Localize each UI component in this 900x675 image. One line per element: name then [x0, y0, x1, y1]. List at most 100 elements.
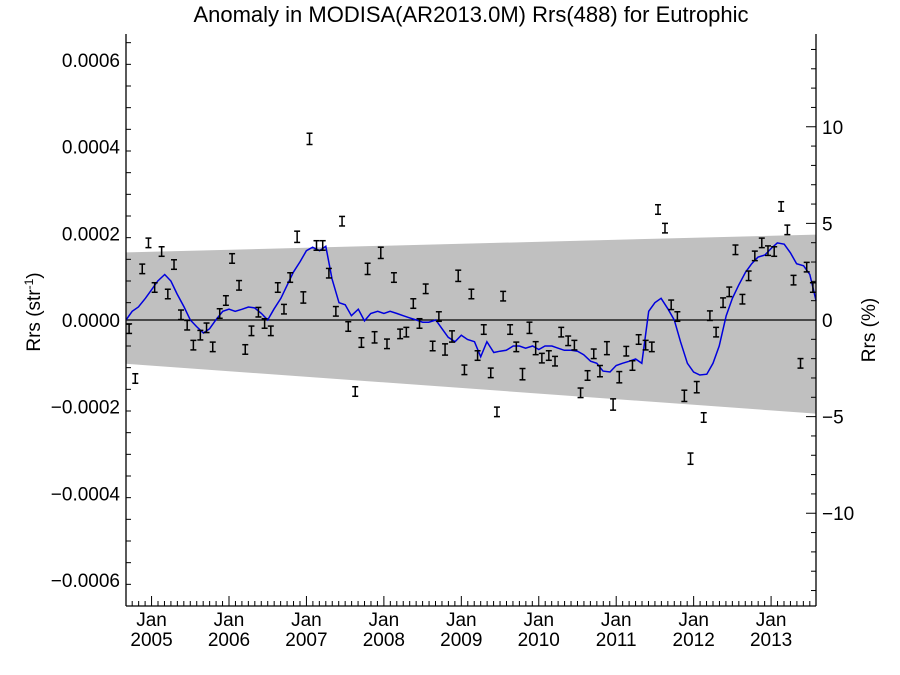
errorbar-point [158, 246, 165, 258]
errorbar-point [771, 246, 778, 258]
errorbar-point [655, 203, 662, 216]
errorbar-point [507, 324, 514, 336]
errorbar-point [616, 370, 623, 384]
errorbar-point [603, 340, 610, 356]
x-tick-label-year: 2006 [208, 630, 250, 651]
errorbar-point [661, 222, 668, 234]
x-tick-label-year: 2013 [750, 630, 792, 651]
errorbar-point [565, 335, 572, 347]
errorbar-point [751, 250, 758, 262]
errorbar-point [416, 317, 423, 329]
errorbar-point [519, 367, 526, 381]
errorbar-point [590, 348, 597, 360]
errorbar-point [190, 339, 197, 351]
x-tick-label-month: Jan [756, 610, 787, 631]
errorbar-point [377, 246, 384, 260]
confidence-band-layer [126, 234, 816, 414]
errorbar-point [493, 406, 500, 418]
errorbar-point [294, 230, 301, 244]
errorbar-point [339, 215, 346, 227]
y-tick-label: −0.0004 [51, 484, 121, 505]
errorbar-point [693, 380, 700, 394]
errorbar-point [784, 224, 791, 236]
confidence-band [126, 234, 816, 414]
x-tick-label-year: 2007 [285, 630, 327, 651]
errorbar-point [739, 293, 746, 305]
errorbar-point [668, 299, 675, 311]
errorbar-point [229, 252, 236, 264]
errorbar-point [197, 329, 204, 341]
errorbar-point [358, 337, 365, 349]
smoothed-anomaly-line [125, 242, 817, 376]
errorbar-point [584, 369, 591, 381]
errorbar-point [732, 244, 739, 256]
errorbar-point [319, 239, 326, 251]
errorbar-point [468, 288, 475, 300]
errorbar-point [435, 311, 442, 323]
axes-layer: 0.0006 0.0004 0.0002 0.0000 −0.0002 −0.0004 −0… [51, 34, 854, 651]
errorbar-point [642, 339, 649, 351]
errorbar-point [306, 132, 313, 146]
errorbar-point [371, 330, 378, 344]
errorbar-point [545, 350, 552, 362]
errorbar-point [713, 326, 720, 338]
errorbar-point [390, 272, 397, 284]
errorbar-point [577, 387, 584, 399]
y-tick-label: 0.0000 [62, 311, 120, 332]
y2-tick-label: −5 [822, 408, 844, 429]
errorbar-point [687, 452, 694, 466]
errorbar-point [429, 340, 436, 352]
errorbar-point [345, 320, 352, 333]
errorbar-point [403, 326, 410, 338]
errorbar-point [803, 261, 810, 273]
x-tick-label-year: 2008 [363, 630, 405, 651]
errorbar-point [383, 338, 390, 350]
errorbar-point [216, 307, 223, 320]
errorbar-point [410, 298, 417, 310]
errorbar-point [745, 270, 752, 282]
errorbar-point [809, 281, 816, 294]
errorbar-point [209, 341, 216, 353]
errorbar-point [242, 343, 249, 355]
y2-axis-title: Rrs (%) [859, 298, 880, 362]
errorbar-point [720, 297, 727, 309]
errorbar-point [364, 262, 371, 276]
y-tick-label: 0.0002 [62, 224, 120, 245]
errorbar-point [222, 294, 229, 307]
y-tick-label: −0.0002 [51, 398, 120, 419]
errorbar-point [532, 340, 539, 356]
errorbar-point [151, 281, 158, 294]
errorbar-point [790, 274, 797, 286]
x-tick-label-year: 2012 [673, 630, 715, 651]
x-tick-label-month: Jan [214, 610, 245, 631]
errorbar-point [203, 322, 210, 334]
errorbar-point [487, 367, 494, 379]
errorbar-point [480, 324, 487, 336]
x-tick-label-year: 2011 [596, 630, 637, 651]
y-tick-label: −0.0006 [51, 571, 120, 592]
errorbar-point [558, 326, 565, 338]
errorbar-point [758, 237, 765, 249]
errorbar-point [248, 325, 255, 337]
errorbar-point [635, 333, 642, 346]
x-tick-label-year: 2010 [518, 630, 560, 651]
errorbar-point [397, 328, 404, 340]
smoothed-line-layer [125, 242, 817, 376]
errorbar-point [623, 345, 630, 357]
y2-tick-label: −10 [822, 504, 854, 525]
errorbar-point [596, 364, 603, 378]
y-tick-label: 0.0006 [62, 51, 120, 72]
errorbar-point [300, 291, 307, 304]
errorbar-point [552, 355, 559, 367]
errorbar-point [261, 317, 268, 329]
y-tick-label: 0.0004 [62, 138, 121, 159]
errorbar-point [681, 389, 688, 403]
x-tick-label-month: Jan [523, 610, 554, 631]
errorbar-point [164, 288, 171, 300]
errorbar-point [778, 200, 785, 212]
errorbar-point [571, 339, 578, 351]
y-axis-title: Rrs (str-1) [22, 272, 45, 351]
errorbar-point [139, 263, 146, 275]
y2-tick-label: 0 [822, 311, 833, 332]
